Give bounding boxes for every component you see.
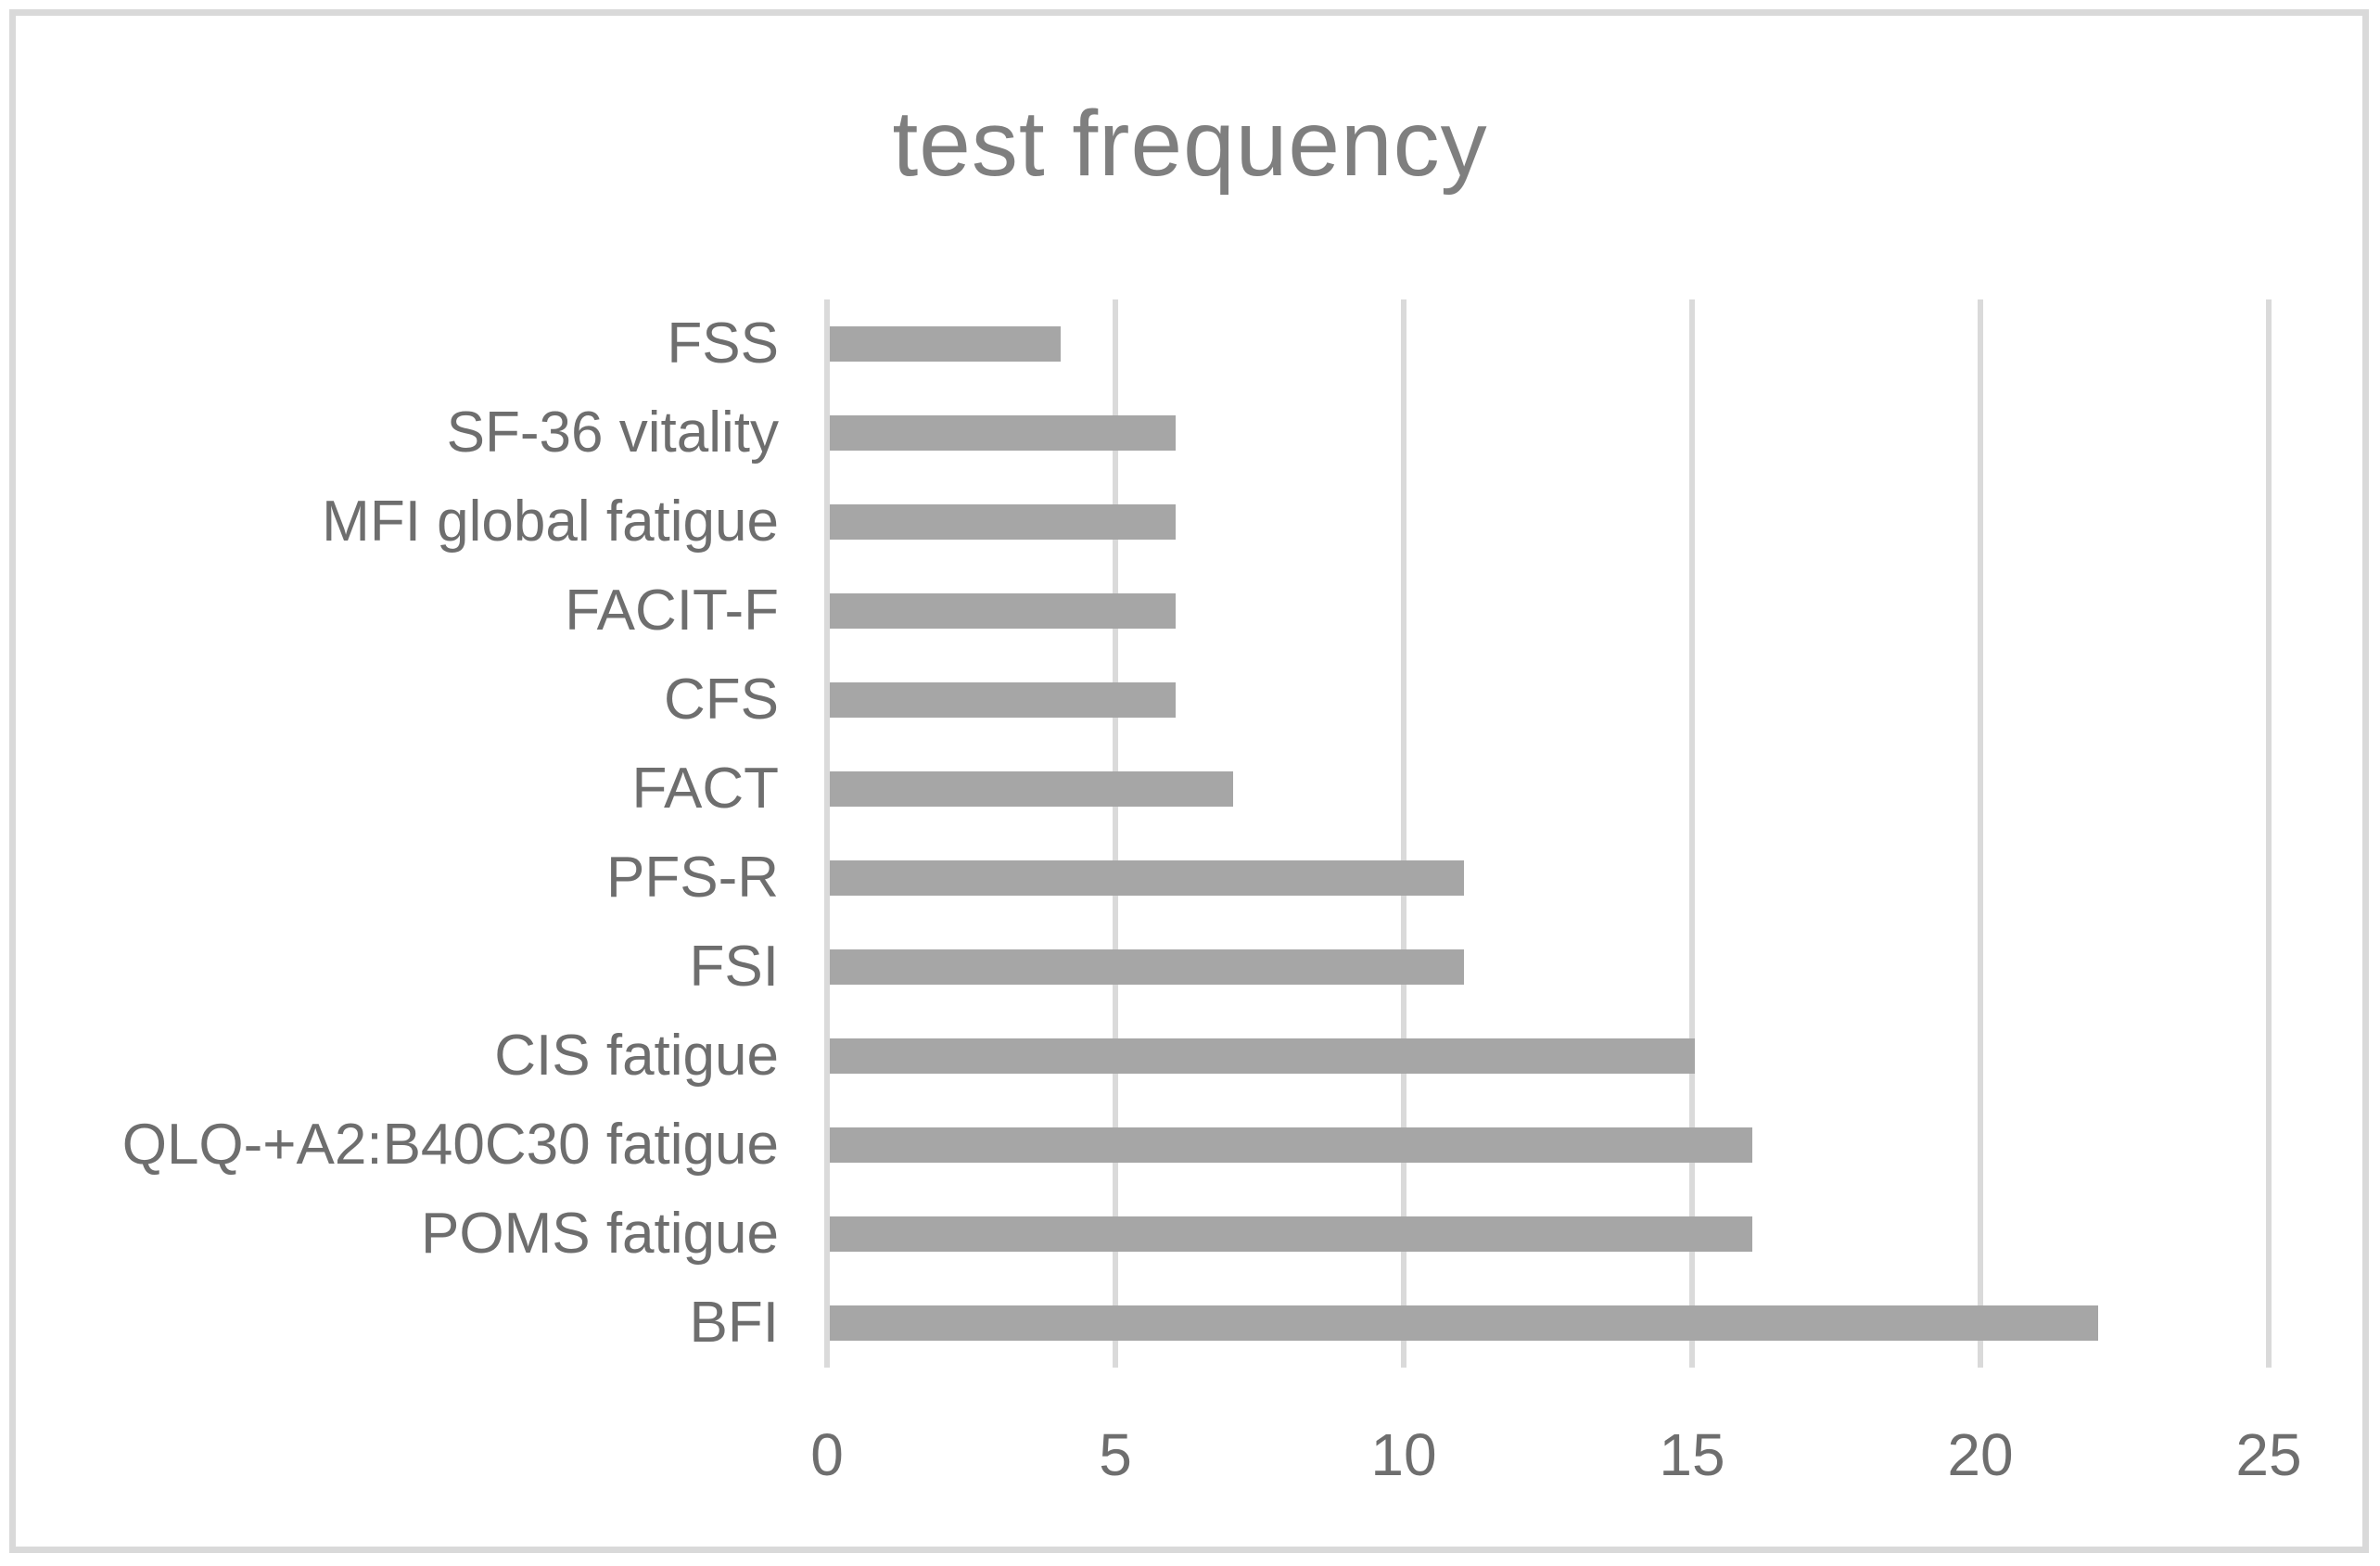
x-tick-label-5: 5 xyxy=(1099,1421,1132,1488)
category-label: PFS-R xyxy=(606,846,779,910)
category-label: CIS fatigue xyxy=(494,1024,779,1088)
category-label: FSI xyxy=(689,935,779,999)
bar-bfi xyxy=(830,1305,2099,1341)
bar-poms-fatigue xyxy=(830,1216,1753,1252)
category-label: SF-36 vitality xyxy=(446,401,779,465)
category-axis: FSS SF-36 vitality MFI global fatigue FACIT… xyxy=(0,299,779,1368)
bar-qlq-a2-b40c30-fatigue xyxy=(830,1127,1753,1163)
category-label: FACIT-F xyxy=(565,579,779,643)
plot-area xyxy=(824,299,2272,1368)
bar-fss xyxy=(830,326,1061,362)
bar-row xyxy=(827,834,2269,923)
x-tick-label-15: 15 xyxy=(1659,1421,1725,1488)
bar-row xyxy=(827,388,2269,477)
category-label: BFI xyxy=(689,1291,779,1355)
bar-facit-f xyxy=(830,593,1177,629)
bar-row xyxy=(827,745,2269,834)
bar-row xyxy=(827,1279,2269,1368)
bar-row xyxy=(827,1101,2269,1190)
bar-row xyxy=(827,567,2269,656)
category-label: QLQ-+A2:B40C30 fatigue xyxy=(121,1113,779,1177)
gridline-5 xyxy=(1113,299,1118,1368)
bar-row xyxy=(827,1012,2269,1101)
gridline-0 xyxy=(824,299,830,1368)
category-label: POMS fatigue xyxy=(421,1202,779,1266)
bar-sf-36-vitality xyxy=(830,415,1177,451)
gridline-10 xyxy=(1401,299,1406,1368)
gridline-20 xyxy=(1978,299,1983,1368)
bar-row xyxy=(827,923,2269,1012)
bar-fsi xyxy=(830,949,1465,985)
gridline-25 xyxy=(2266,299,2272,1368)
category-label: FSS xyxy=(667,312,779,376)
x-tick-label-0: 0 xyxy=(810,1421,844,1488)
category-label: MFI global fatigue xyxy=(322,490,779,554)
value-axis: 0 5 10 15 20 25 xyxy=(0,1413,2380,1496)
bar-row xyxy=(827,477,2269,567)
bar-cfs xyxy=(830,682,1177,718)
bar-cis-fatigue xyxy=(830,1038,1695,1074)
x-tick-label-20: 20 xyxy=(1947,1421,2014,1488)
bar-pfs-r xyxy=(830,860,1465,896)
bar-mfi-global-fatigue xyxy=(830,504,1177,540)
bar-row xyxy=(827,299,2269,388)
bar-fact xyxy=(830,771,1234,807)
gridline-15 xyxy=(1689,299,1695,1368)
bar-row xyxy=(827,656,2269,745)
x-tick-label-25: 25 xyxy=(2235,1421,2302,1488)
category-label: FACT xyxy=(631,757,779,821)
chart-title: test frequency xyxy=(892,92,1488,196)
x-tick-label-10: 10 xyxy=(1370,1421,1437,1488)
bar-row xyxy=(827,1190,2269,1279)
category-label: CFS xyxy=(664,668,779,732)
